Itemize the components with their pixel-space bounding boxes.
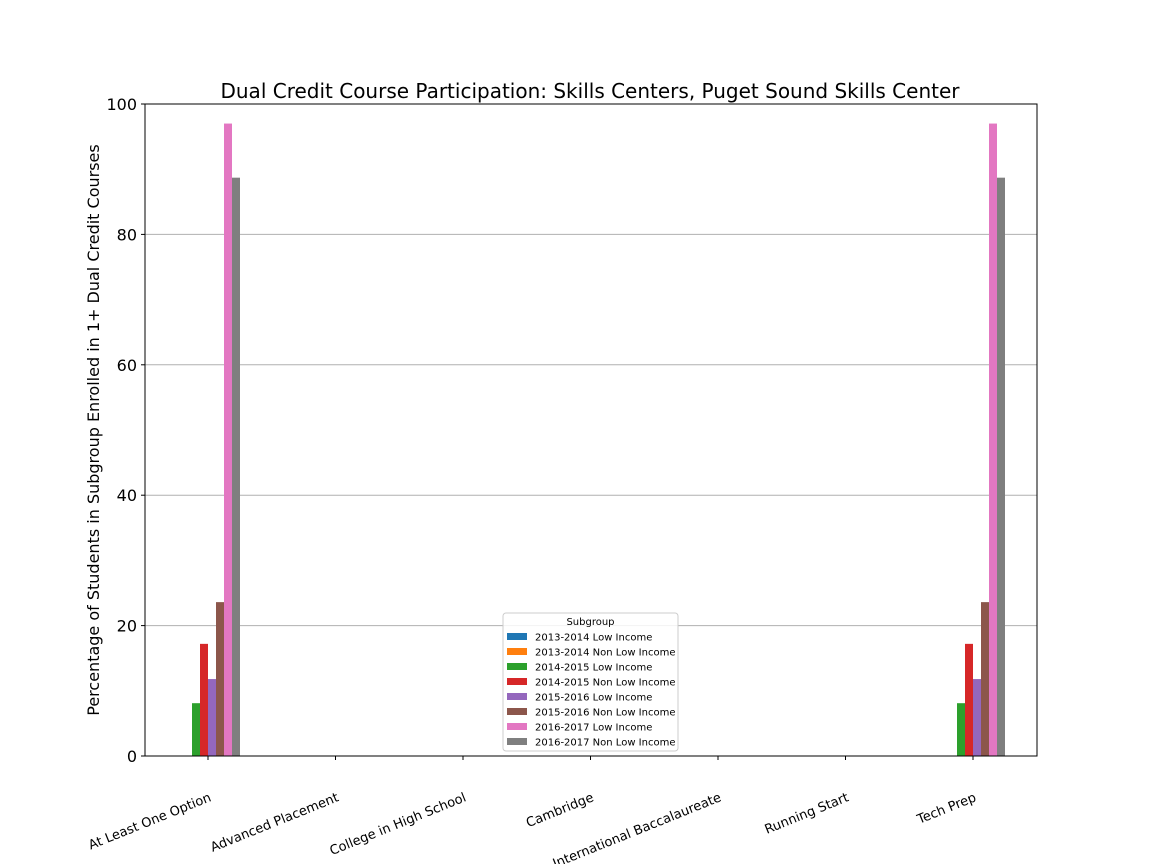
legend-swatch (507, 678, 527, 685)
legend-swatch (507, 738, 527, 745)
bar (989, 123, 997, 756)
legend-swatch (507, 723, 527, 730)
y-tick-label: 40 (117, 486, 137, 505)
y-tick-label: 100 (106, 95, 137, 114)
y-tick-label: 80 (117, 225, 137, 244)
legend-label: 2015-2016 Low Income (535, 693, 652, 704)
y-tick-label: 60 (117, 356, 137, 375)
legend-swatch (507, 663, 527, 670)
bar (997, 177, 1005, 756)
legend-swatch (507, 693, 527, 700)
chart-title: Dual Credit Course Participation: Skills… (220, 79, 960, 103)
legend-title: Subgroup (566, 617, 614, 628)
grid-lines (145, 233, 1037, 627)
bar (232, 177, 240, 756)
legend-swatch (507, 648, 527, 655)
legend-label: 2014-2015 Low Income (535, 663, 652, 674)
legend-swatch (507, 708, 527, 715)
bars (192, 123, 1005, 756)
bar (192, 703, 200, 756)
y-axis-ticks: 0 20 40 60 80 100 (106, 95, 145, 766)
y-tick-label: 20 (117, 617, 137, 636)
legend-label: 2016-2017 Low Income (535, 723, 652, 734)
bar (965, 643, 973, 756)
legend: Subgroup 2013-2014 Low Income 2013-2014 No… (502, 612, 679, 752)
y-axis-label: Percentage of Students in Subgroup Enrol… (84, 144, 103, 715)
bar (216, 602, 224, 756)
bar (973, 679, 981, 756)
bar (957, 703, 965, 756)
bar (981, 602, 989, 756)
bar (208, 679, 216, 756)
y-tick-label: 0 (127, 747, 137, 766)
legend-swatch (507, 633, 527, 640)
legend-label: 2014-2015 Non Low Income (535, 678, 675, 689)
legend-label: 2013-2014 Non Low Income (535, 648, 675, 659)
bar (224, 123, 232, 756)
legend-label: 2016-2017 Non Low Income (535, 738, 675, 749)
legend-label: 2015-2016 Non Low Income (535, 708, 675, 719)
legend-frame (502, 612, 679, 752)
bar (200, 643, 208, 756)
legend-label: 2013-2014 Low Income (535, 633, 652, 644)
